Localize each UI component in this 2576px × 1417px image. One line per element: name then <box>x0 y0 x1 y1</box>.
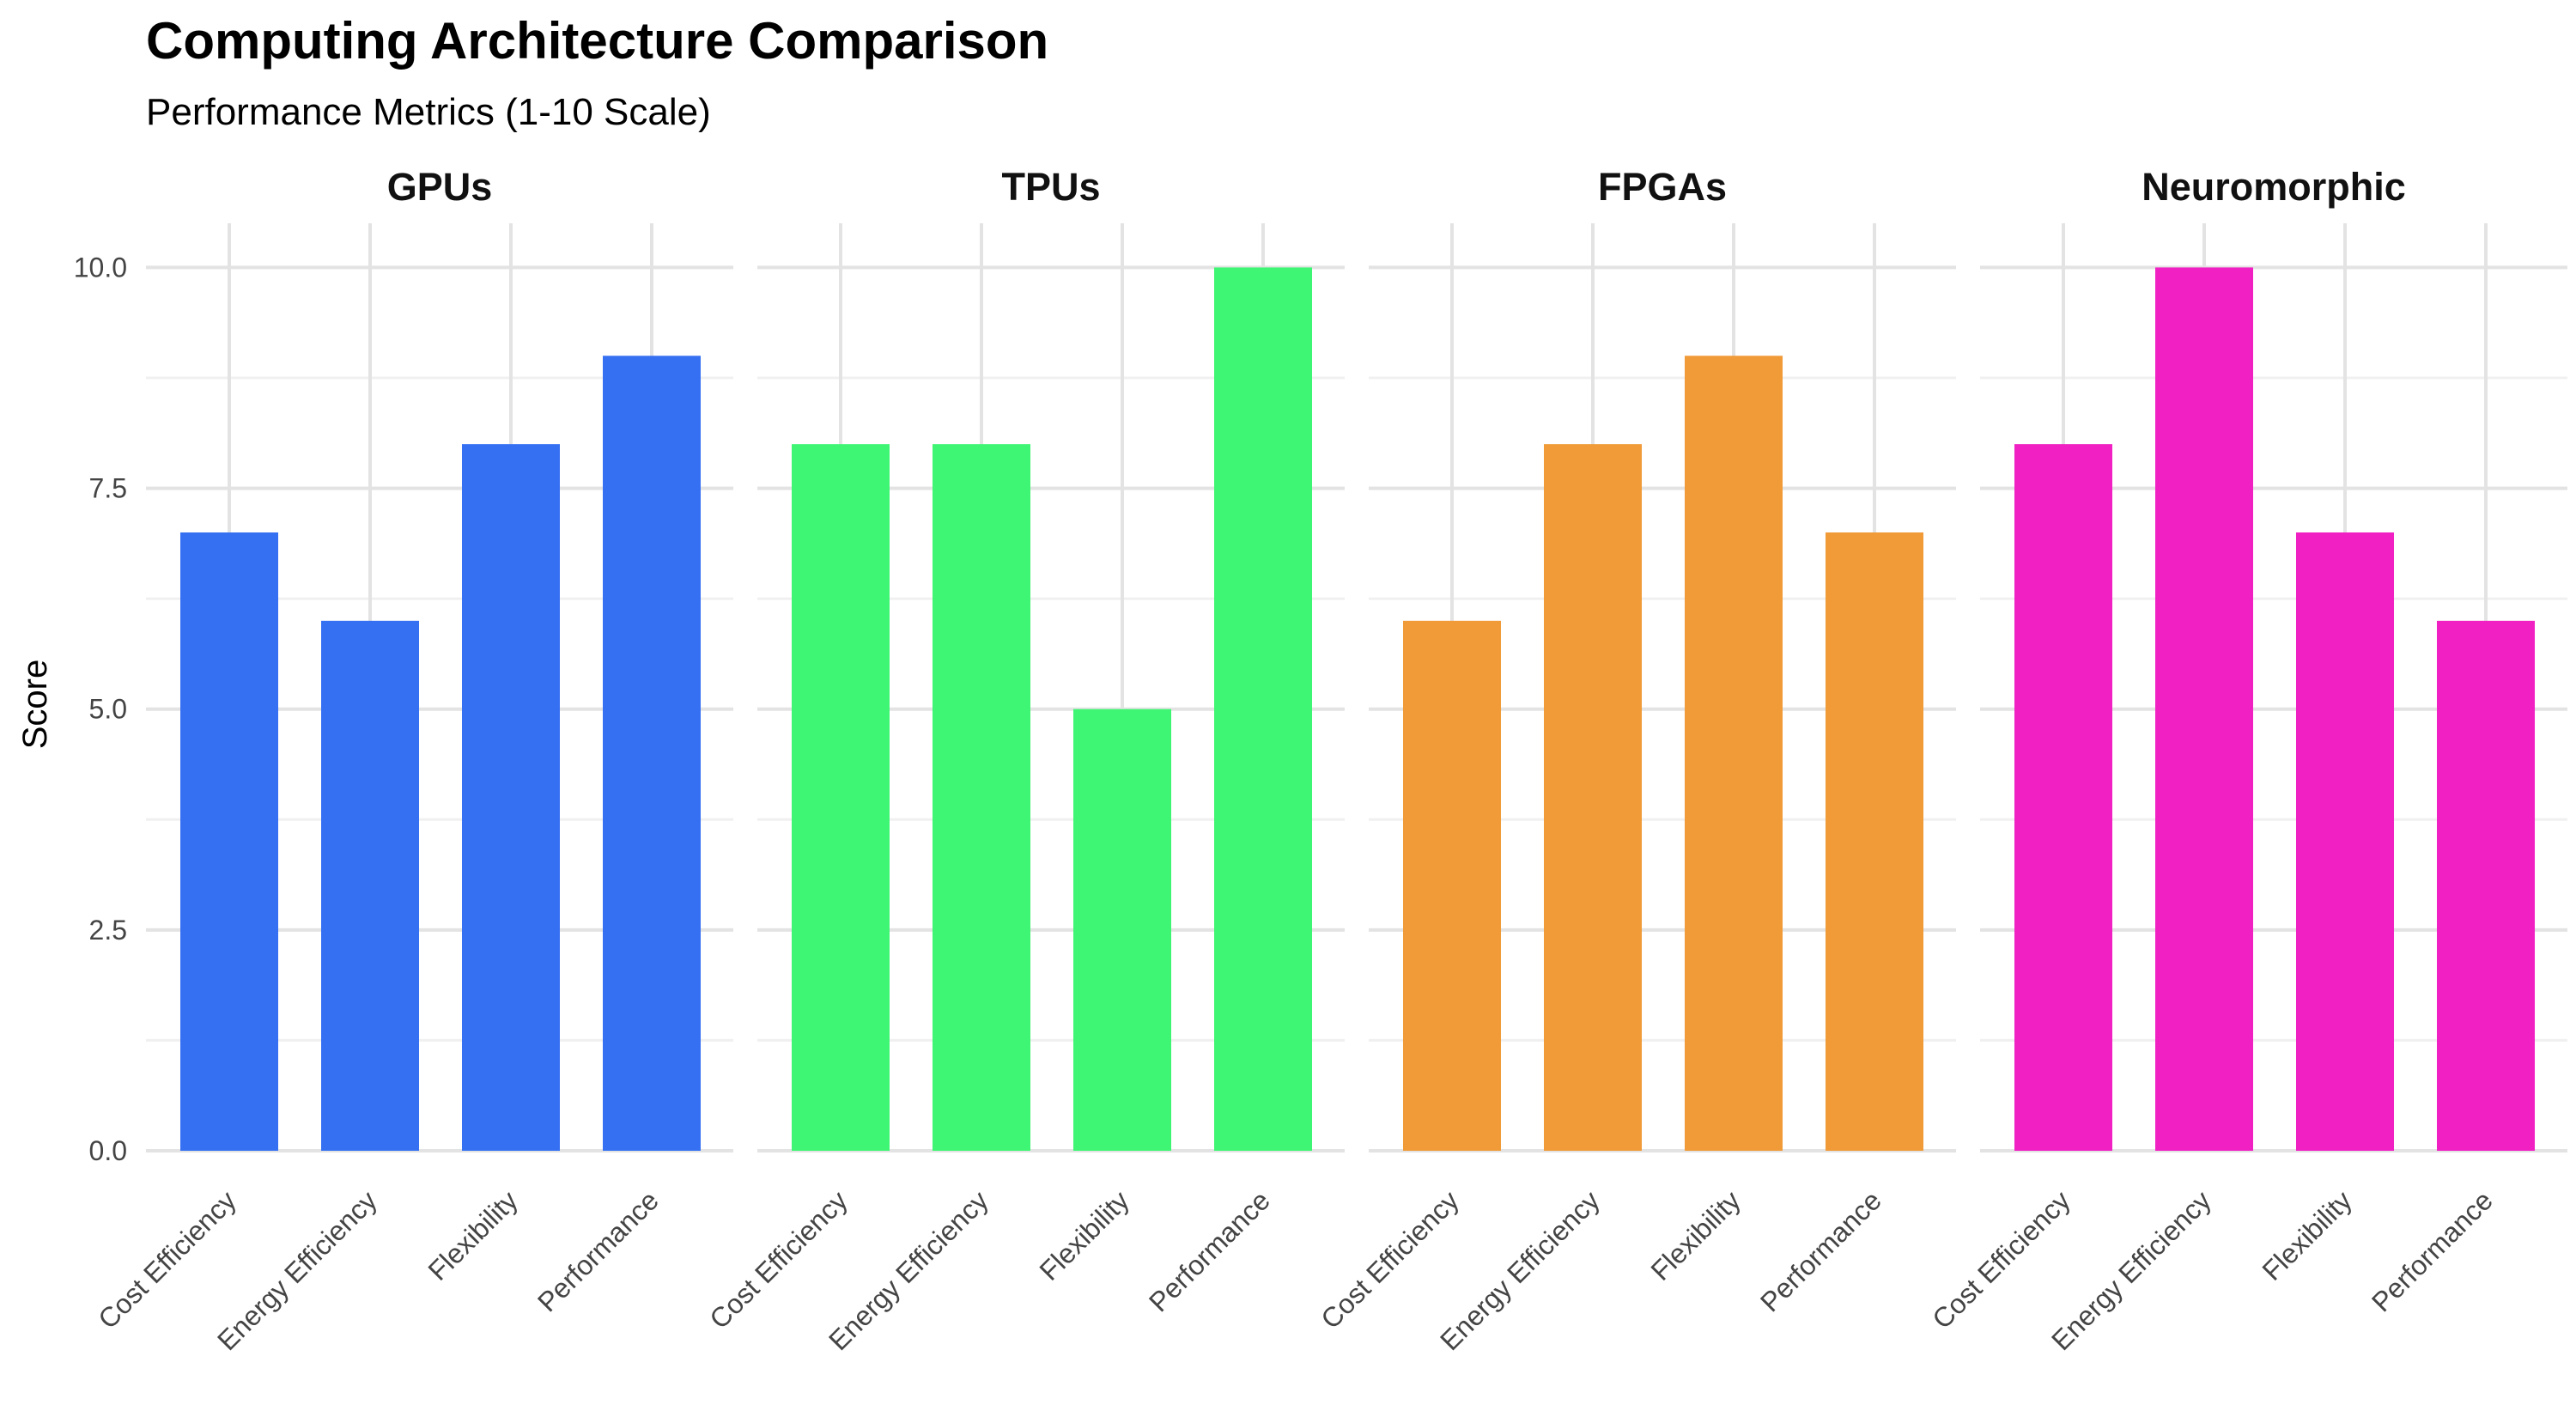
bar-gpus-flexibility <box>462 444 560 1151</box>
bar-fpgas-cost-efficiency <box>1403 620 1501 1151</box>
x-tick-label: Cost Efficiency <box>703 1184 854 1335</box>
facet-title: Neuromorphic <box>2142 165 2406 209</box>
x-tick-label: Flexibility <box>1644 1184 1746 1286</box>
y-tick-label: 5.0 <box>89 694 127 725</box>
x-tick-label: Performance <box>2366 1184 2499 1317</box>
x-tick-label: Flexibility <box>1033 1184 1134 1286</box>
facet-title: FPGAs <box>1598 165 1727 209</box>
x-tick-label: Cost Efficiency <box>1926 1184 2076 1335</box>
bar-fpgas-energy-efficiency <box>1544 444 1642 1151</box>
bar-tpus-performance <box>1214 267 1312 1151</box>
bar-gpus-cost-efficiency <box>180 532 278 1151</box>
bar-neuromorphic-performance <box>2437 620 2535 1151</box>
bar-gpus-performance <box>603 356 701 1151</box>
x-tick-label: Performance <box>1754 1184 1887 1317</box>
y-axis-ticks: 0.0 2.5 5.0 7.5 10.0 <box>74 252 127 1166</box>
x-tick-label: Cost Efficiency <box>92 1184 242 1335</box>
bar-tpus-energy-efficiency <box>933 444 1030 1151</box>
bar-neuromorphic-energy-efficiency <box>2155 267 2253 1151</box>
x-tick-label: Cost Efficiency <box>1315 1184 1465 1335</box>
y-tick-label: 10.0 <box>74 252 127 283</box>
y-tick-label: 2.5 <box>89 915 127 946</box>
y-tick-label: 0.0 <box>89 1135 127 1166</box>
bar-tpus-flexibility <box>1073 708 1171 1151</box>
x-tick-label: Flexibility <box>2256 1184 2357 1286</box>
x-tick-label: Flexibility <box>422 1184 523 1286</box>
chart-title: Computing Architecture Comparison <box>146 12 1048 70</box>
bar-neuromorphic-flexibility <box>2296 532 2394 1151</box>
x-tick-label: Performance <box>1143 1184 1276 1317</box>
y-tick-label: 7.5 <box>89 473 127 504</box>
facet-title: GPUs <box>387 165 493 209</box>
facet-title: TPUs <box>1001 165 1100 209</box>
y-axis-label: Score <box>16 660 54 750</box>
bar-fpgas-flexibility <box>1685 356 1783 1151</box>
x-tick-label: Performance <box>532 1184 665 1317</box>
chart-subtitle: Performance Metrics (1-10 Scale) <box>146 91 711 133</box>
bar-fpgas-performance <box>1826 532 1923 1151</box>
bar-tpus-cost-efficiency <box>792 444 890 1151</box>
bar-neuromorphic-cost-efficiency <box>2014 444 2112 1151</box>
bar-gpus-energy-efficiency <box>321 620 419 1151</box>
